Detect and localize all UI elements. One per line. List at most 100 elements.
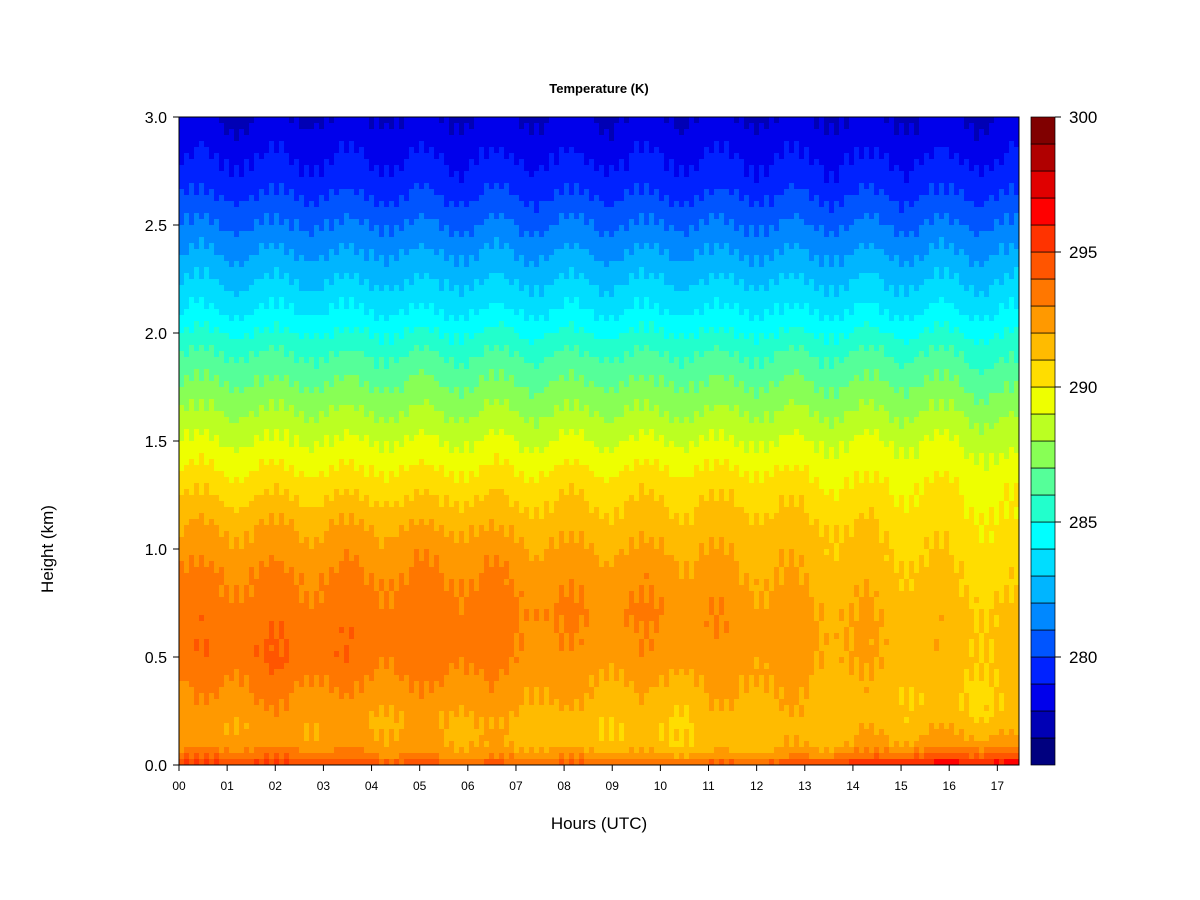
heatmap-cell — [269, 417, 275, 424]
heatmap-cell — [214, 489, 220, 496]
heatmap-cell — [179, 345, 185, 352]
heatmap-cell — [349, 249, 355, 256]
heatmap-cell — [344, 735, 350, 742]
heatmap-cell — [304, 495, 310, 502]
heatmap-cell — [334, 249, 340, 256]
heatmap-cell — [244, 507, 250, 514]
heatmap-cell — [349, 573, 355, 580]
heatmap-cell — [304, 303, 310, 310]
heatmap-cell — [214, 153, 220, 160]
heatmap-cell — [354, 303, 360, 310]
heatmap-cell — [404, 513, 410, 520]
heatmap-cell — [244, 261, 250, 268]
heatmap-cell — [374, 555, 380, 562]
heatmap-cell — [299, 633, 305, 640]
heatmap-cell — [194, 153, 200, 160]
heatmap-cell — [264, 249, 270, 256]
heatmap-cell — [304, 717, 310, 724]
heatmap-cell — [204, 651, 210, 658]
heatmap-cell — [389, 285, 395, 292]
heatmap-cell — [244, 237, 250, 244]
heatmap-cell — [189, 135, 195, 142]
heatmap-cell — [404, 303, 410, 310]
heatmap-cell — [324, 753, 330, 760]
heatmap-cell — [239, 327, 245, 334]
heatmap-cell — [254, 495, 260, 502]
heatmap-cell — [284, 117, 290, 124]
heatmap-cell — [194, 753, 200, 760]
heatmap-cell — [204, 561, 210, 568]
heatmap-cell — [309, 123, 315, 130]
heatmap-cell — [344, 609, 350, 616]
heatmap-cell — [199, 285, 205, 292]
heatmap-cell — [299, 687, 305, 694]
heatmap-cell — [184, 429, 190, 436]
heatmap-cell — [389, 117, 395, 124]
heatmap-cell — [369, 627, 375, 634]
heatmap-cell — [254, 501, 260, 508]
heatmap-cell — [289, 753, 295, 760]
heatmap-cell — [259, 339, 265, 346]
heatmap-cell — [279, 681, 285, 688]
heatmap-cell — [269, 453, 275, 460]
heatmap-cell — [279, 231, 285, 238]
heatmap-cell — [274, 237, 280, 244]
heatmap-cell — [344, 537, 350, 544]
heatmap-cell — [324, 243, 330, 250]
heatmap-cell — [239, 465, 245, 472]
heatmap-cell — [359, 513, 365, 520]
heatmap-cell — [299, 627, 305, 634]
heatmap-cell — [394, 567, 400, 574]
heatmap-cell — [194, 135, 200, 142]
heatmap-cell — [404, 417, 410, 424]
heatmap-cell — [289, 429, 295, 436]
heatmap-cell — [379, 525, 385, 532]
heatmap-cell — [249, 243, 255, 250]
heatmap-cell — [244, 723, 250, 730]
heatmap-cell — [399, 465, 405, 472]
heatmap-cell — [294, 657, 300, 664]
heatmap-cell — [354, 321, 360, 328]
heatmap-cell — [204, 291, 210, 298]
heatmap-cell — [374, 183, 380, 190]
heatmap-cell — [279, 147, 285, 154]
heatmap-cell — [339, 237, 345, 244]
heatmap-cell — [289, 735, 295, 742]
heatmap-cell — [189, 573, 195, 580]
heatmap-cell — [209, 513, 215, 520]
heatmap-cell — [384, 381, 390, 388]
heatmap-cell — [294, 225, 300, 232]
heatmap-cell — [244, 225, 250, 232]
heatmap-cell — [349, 411, 355, 418]
heatmap-cell — [364, 735, 370, 742]
heatmap-cell — [344, 273, 350, 280]
heatmap-cell — [359, 465, 365, 472]
heatmap-cell — [234, 345, 240, 352]
heatmap-cell — [389, 381, 395, 388]
heatmap-cell — [199, 627, 205, 634]
heatmap-cell — [299, 585, 305, 592]
heatmap-cell — [229, 399, 235, 406]
heatmap-cell — [179, 579, 185, 586]
heatmap-cell — [379, 699, 385, 706]
heatmap-cell — [379, 117, 385, 124]
heatmap-cell — [404, 723, 410, 730]
heatmap-cell — [319, 189, 325, 196]
heatmap-cell — [334, 729, 340, 736]
heatmap-cell — [199, 117, 205, 124]
heatmap-cell — [299, 243, 305, 250]
heatmap-cell — [349, 501, 355, 508]
heatmap-cell — [384, 687, 390, 694]
heatmap-cell — [264, 333, 270, 340]
heatmap-cell — [349, 489, 355, 496]
heatmap-cell — [324, 195, 330, 202]
heatmap-cell — [219, 123, 225, 130]
heatmap-cell — [344, 477, 350, 484]
heatmap-cell — [274, 567, 280, 574]
heatmap-cell — [304, 309, 310, 316]
heatmap-cell — [394, 645, 400, 652]
heatmap-cell — [384, 351, 390, 358]
heatmap-cell — [319, 519, 325, 526]
heatmap-cell — [309, 135, 315, 142]
heatmap-cell — [399, 411, 405, 418]
